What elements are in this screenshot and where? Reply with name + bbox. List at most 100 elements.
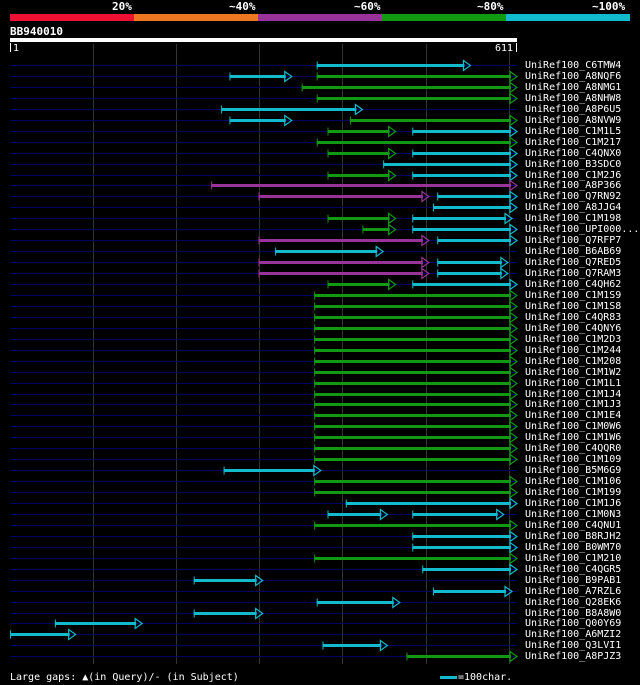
hit-segment xyxy=(349,119,511,122)
hit-label[interactable]: UniRef100_Q7RN92 xyxy=(525,190,622,202)
hit-label[interactable]: UniRef100_C1M0W6 xyxy=(525,420,622,432)
hit-segment-arrow xyxy=(509,158,519,171)
hit-segment xyxy=(314,349,511,352)
hit-label[interactable]: UniRef100_Q7RED5 xyxy=(525,256,622,268)
hit-segment xyxy=(223,469,315,472)
hit-segment-arrow xyxy=(421,234,430,247)
hit-segment-arrow xyxy=(509,190,519,203)
hit-segment-arrow xyxy=(509,333,519,346)
hit-label[interactable]: UniRef100_C1M1W6 xyxy=(525,431,622,443)
hit-label[interactable]: UniRef100_A7RZL6 xyxy=(525,585,622,597)
hit-label[interactable]: UniRef100_A8NQF6 xyxy=(525,70,622,82)
hit-label[interactable]: UniRef100_A8JJG4 xyxy=(525,201,622,213)
hit-label[interactable]: UniRef100_C1M0N3 xyxy=(525,508,622,520)
hit-label[interactable]: UniRef100_C1M1S9 xyxy=(525,289,622,301)
hit-label[interactable]: UniRef100_C4QNX0 xyxy=(525,147,622,159)
hit-segment xyxy=(314,491,511,494)
hit-label[interactable]: UniRef100_A6MZI2 xyxy=(525,628,622,640)
hit-label[interactable]: UniRef100_A8PJZ3 xyxy=(525,650,622,662)
hit-label[interactable]: UniRef100_Q00Y69 xyxy=(525,617,622,629)
hit-label[interactable]: UniRef100_B6AB69 xyxy=(525,245,622,257)
hit-segment-arrow xyxy=(313,464,322,477)
hit-label[interactable]: UniRef100_C4QGR5 xyxy=(525,563,622,575)
hit-label[interactable]: UniRef100_C4QQR0 xyxy=(525,442,622,454)
query-start-label: 1 xyxy=(13,43,20,54)
hit-label[interactable]: UniRef100_A8NVW9 xyxy=(525,114,622,126)
hit-label[interactable]: UniRef100_C4QR83 xyxy=(525,311,622,323)
hit-label[interactable]: UniRef100_C1M2D3 xyxy=(525,333,622,345)
hit-label[interactable]: UniRef100_C1M1W2 xyxy=(525,366,622,378)
hit-segment xyxy=(437,272,502,275)
hit-label[interactable]: UniRef100_C1M244 xyxy=(525,344,622,356)
hit-label[interactable]: UniRef100_C6TMW4 xyxy=(525,59,622,71)
hit-label[interactable]: UniRef100_C1M1E4 xyxy=(525,409,622,421)
hit-label[interactable]: UniRef100_C4QH62 xyxy=(525,278,622,290)
hit-segment xyxy=(422,568,511,571)
hit-label[interactable]: UniRef100_B8A8W0 xyxy=(525,607,622,619)
hit-label[interactable]: UniRef100_C1M198 xyxy=(525,212,622,224)
hit-segment-arrow xyxy=(509,377,519,390)
hit-segment xyxy=(406,655,511,658)
hit-label[interactable]: UniRef100_C1M1J4 xyxy=(525,388,622,400)
hit-segment xyxy=(412,130,511,133)
hit-segment xyxy=(229,75,286,78)
hit-label[interactable]: UniRef100_A8NMG1 xyxy=(525,81,622,93)
query-bar xyxy=(10,38,517,42)
hit-segment xyxy=(229,119,286,122)
hit-segment xyxy=(316,601,394,604)
hit-segment xyxy=(412,283,511,286)
hit-label[interactable]: UniRef100_B9PAB1 xyxy=(525,574,622,586)
identity-scale-segment xyxy=(10,14,134,21)
hit-label[interactable]: UniRef100_B5M6G9 xyxy=(525,464,622,476)
hit-label[interactable]: UniRef100_B0WM70 xyxy=(525,541,622,553)
hit-label[interactable]: UniRef100_C1M1S8 xyxy=(525,300,622,312)
hit-label[interactable]: UniRef100_C1M1J6 xyxy=(525,497,622,509)
hit-label[interactable]: UniRef100_A8P6U5 xyxy=(525,103,622,115)
hit-segment-arrow xyxy=(375,245,385,258)
hit-label[interactable]: UniRef100_Q7RAM3 xyxy=(525,267,622,279)
identity-scale-segment xyxy=(258,14,382,21)
hit-label[interactable]: UniRef100_C1M210 xyxy=(525,552,622,564)
hit-segment xyxy=(314,447,511,450)
hit-label[interactable]: UniRef100_C1M217 xyxy=(525,136,622,148)
hit-label[interactable]: UniRef100_C4QNU1 xyxy=(525,519,622,531)
hit-segment-arrow xyxy=(509,147,519,160)
hit-label[interactable]: UniRef100_C1M106 xyxy=(525,475,622,487)
hit-segment-arrow xyxy=(284,114,293,127)
hit-segment xyxy=(316,64,465,67)
hit-segment-arrow xyxy=(509,563,519,576)
hit-segment xyxy=(327,513,382,516)
hit-segment-arrow xyxy=(504,212,514,225)
hit-label[interactable]: UniRef100_A8NHW8 xyxy=(525,92,622,104)
hit-segment xyxy=(362,228,390,231)
hit-segment xyxy=(314,393,511,396)
hit-label[interactable]: UniRef100_C4QNY6 xyxy=(525,322,622,334)
hit-label[interactable]: UniRef100_C1M208 xyxy=(525,355,622,367)
hit-label[interactable]: UniRef100_UPI000... xyxy=(525,223,640,235)
hit-label[interactable]: UniRef100_C1M109 xyxy=(525,453,622,465)
hit-label[interactable]: UniRef100_C1M199 xyxy=(525,486,622,498)
hit-segment-arrow xyxy=(354,103,364,116)
hit-label[interactable]: UniRef100_C1M1L1 xyxy=(525,377,622,389)
hit-segment xyxy=(314,414,511,417)
hit-segment xyxy=(314,360,511,363)
hit-segment xyxy=(327,217,390,220)
hit-label[interactable]: UniRef100_Q3LVI1 xyxy=(525,639,622,651)
scale-label-40: ~40% xyxy=(229,0,256,13)
hit-segment-arrow xyxy=(509,519,519,532)
hit-label[interactable]: UniRef100_C1M2J6 xyxy=(525,169,622,181)
hit-label[interactable]: UniRef100_B3SDC0 xyxy=(525,158,622,170)
hit-label[interactable]: UniRef100_Q28EK6 xyxy=(525,596,622,608)
identity-scale-segment xyxy=(134,14,258,21)
hit-label[interactable]: UniRef100_Q7RFP7 xyxy=(525,234,622,246)
hit-label[interactable]: UniRef100_C1M1J3 xyxy=(525,398,622,410)
scale-label-60: ~60% xyxy=(354,0,381,13)
hit-segment xyxy=(314,338,511,341)
hit-segment xyxy=(211,184,512,187)
hit-label[interactable]: UniRef100_A8P366 xyxy=(525,179,622,191)
hit-label[interactable]: UniRef100_C1M1L5 xyxy=(525,125,622,137)
hit-segment xyxy=(275,250,378,253)
hit-segment xyxy=(314,294,511,297)
hit-label[interactable]: UniRef100_B8RJH2 xyxy=(525,530,622,542)
